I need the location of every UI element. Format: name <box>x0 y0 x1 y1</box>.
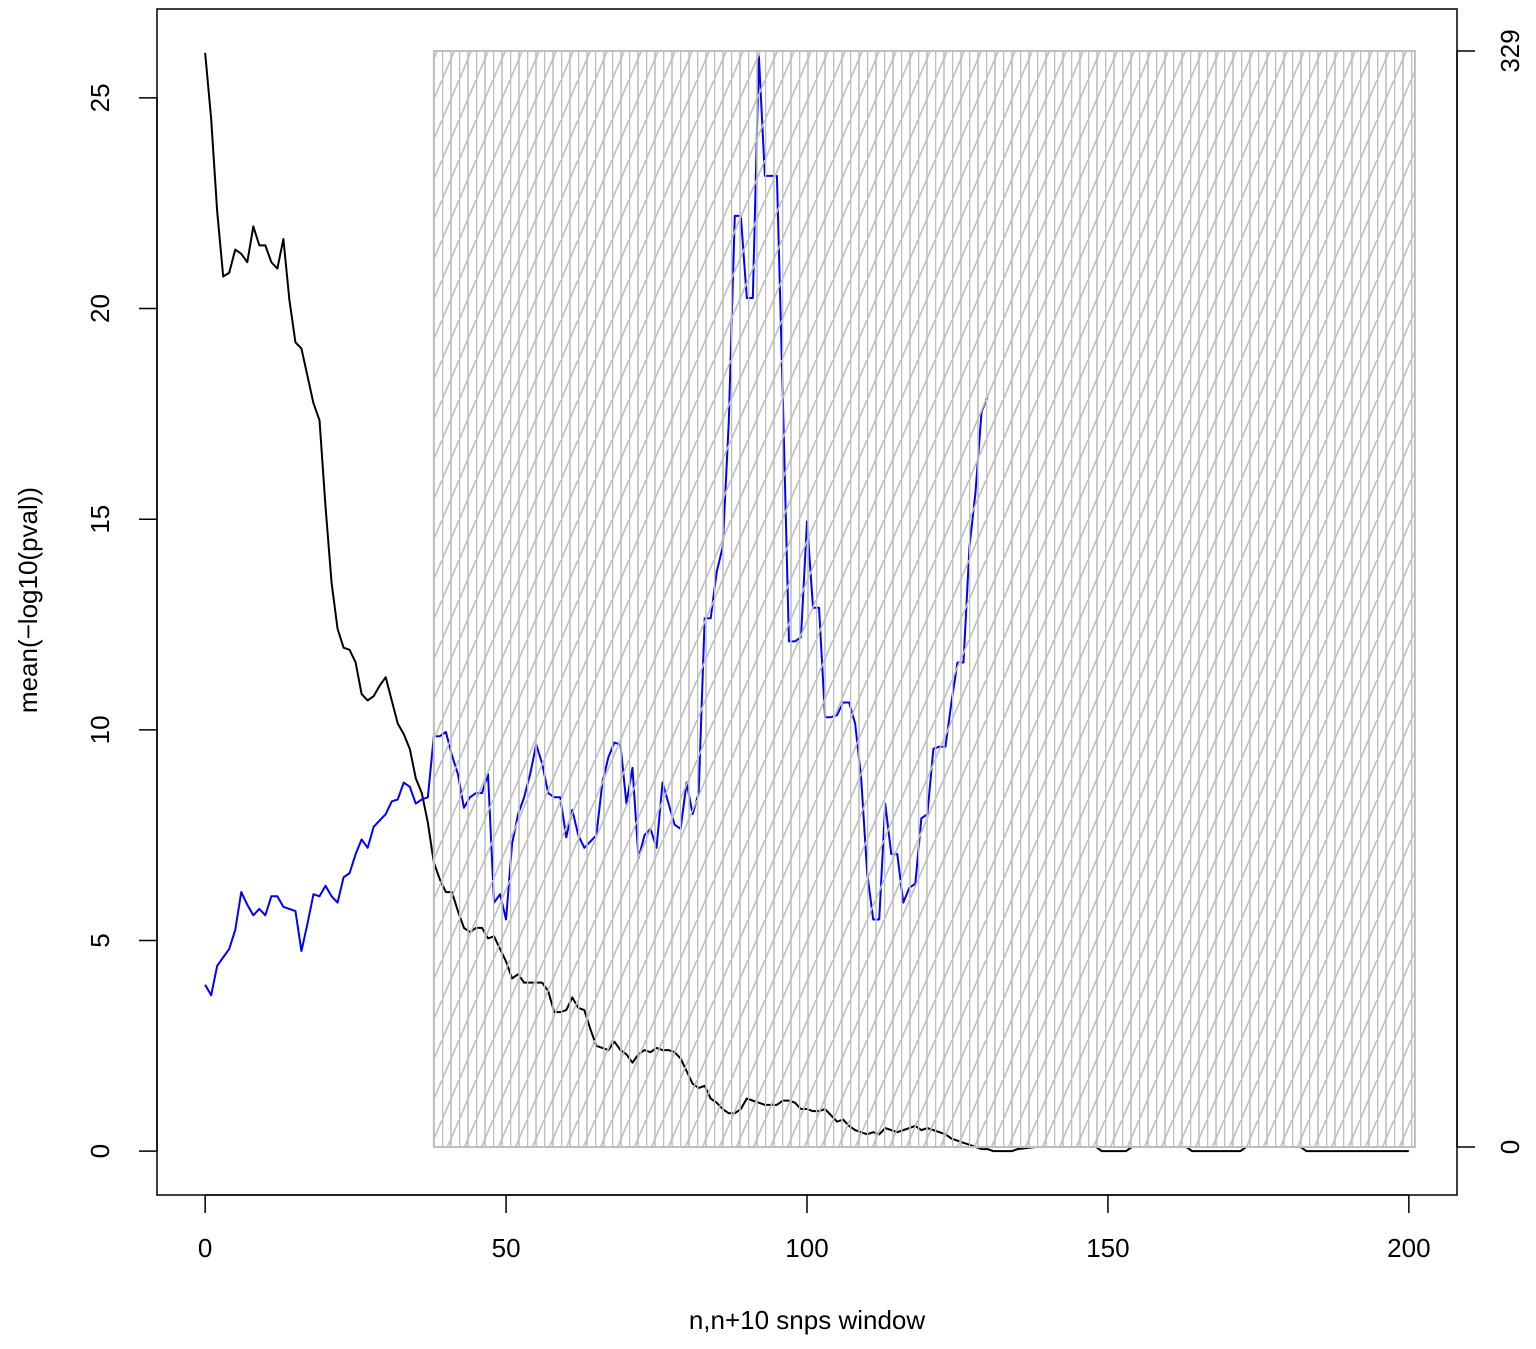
plot-area <box>204 49 1416 1153</box>
x-tick-label: 0 <box>198 1233 212 1263</box>
x-tick-label: 150 <box>1086 1233 1129 1263</box>
y-tick-label: 5 <box>85 933 115 947</box>
y-tick-label: 25 <box>85 83 115 112</box>
y-tick-label: 15 <box>85 505 115 534</box>
x-axis-title: n,n+10 snps window <box>689 1305 926 1335</box>
x-tick-label: 50 <box>492 1233 521 1263</box>
y-tick-label: 20 <box>85 294 115 323</box>
x-tick-label: 100 <box>785 1233 828 1263</box>
y2-tick-label: 0 <box>1495 1140 1525 1154</box>
shaded-region <box>432 49 1416 1149</box>
y-tick-label: 10 <box>85 715 115 744</box>
x-tick-label: 200 <box>1387 1233 1430 1263</box>
y-tick-label: 0 <box>85 1144 115 1158</box>
y-axis-title: mean(−log10(pval)) <box>13 487 43 713</box>
y2-tick-label: 329 <box>1495 29 1525 72</box>
